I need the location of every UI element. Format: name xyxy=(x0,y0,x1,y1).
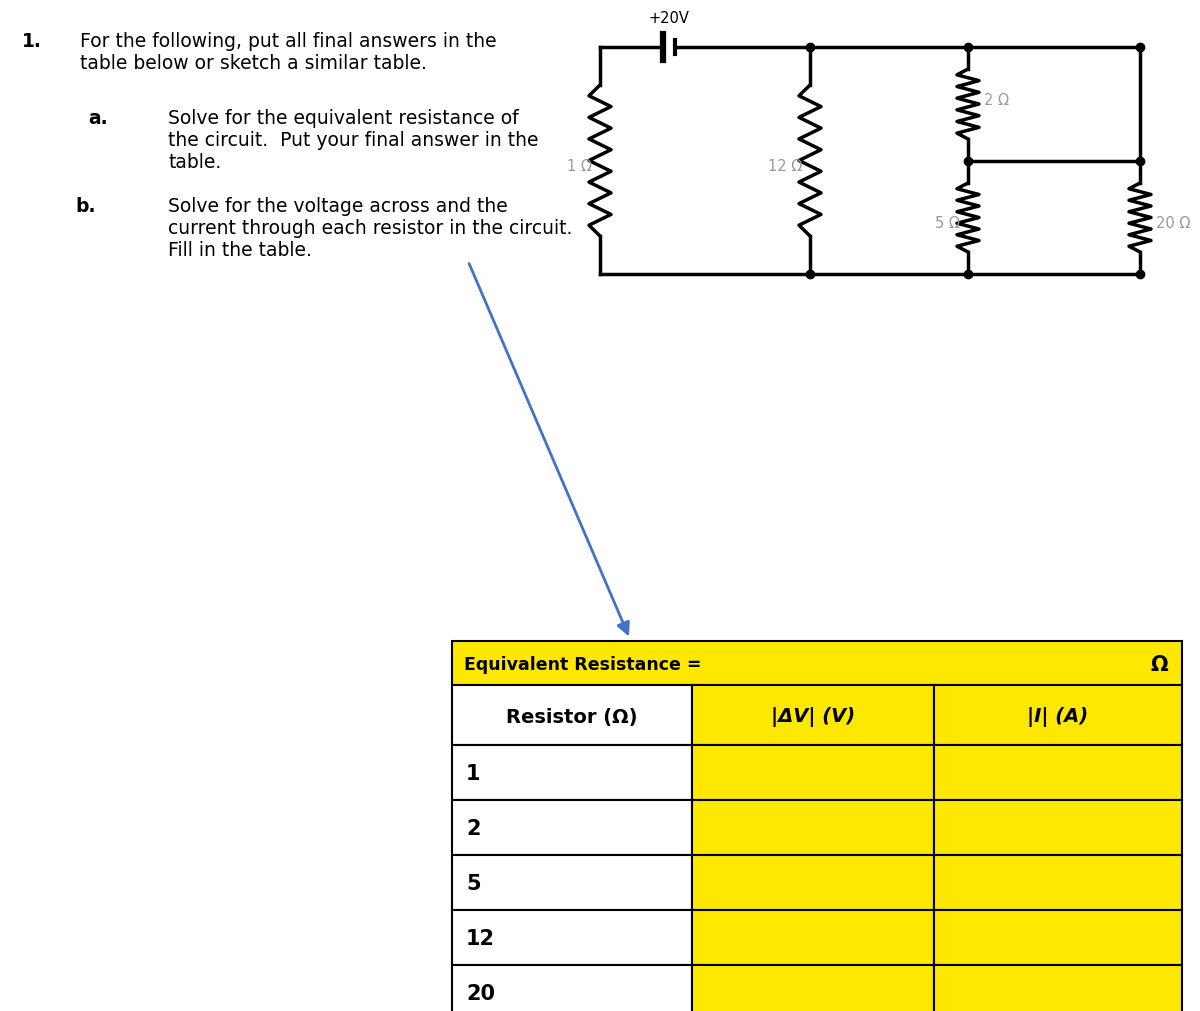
Text: Fill in the table.: Fill in the table. xyxy=(168,241,312,260)
Bar xyxy=(452,966,692,1011)
Text: Solve for the equivalent resistance of: Solve for the equivalent resistance of xyxy=(168,109,518,127)
Text: the circuit.  Put your final answer in the: the circuit. Put your final answer in th… xyxy=(168,130,539,150)
Bar xyxy=(692,910,934,966)
Text: 1.: 1. xyxy=(22,32,42,51)
Bar xyxy=(692,745,934,801)
Bar xyxy=(692,685,934,745)
Bar xyxy=(692,801,934,855)
Text: Solve for the voltage across and the: Solve for the voltage across and the xyxy=(168,197,508,215)
Text: 20 Ω: 20 Ω xyxy=(1156,215,1190,231)
Text: 20: 20 xyxy=(466,984,496,1004)
Text: 1: 1 xyxy=(466,763,480,784)
Text: Ω: Ω xyxy=(1151,654,1168,674)
Text: 1 Ω: 1 Ω xyxy=(568,159,592,174)
Bar xyxy=(452,685,692,745)
Text: 2: 2 xyxy=(466,819,480,839)
Text: a.: a. xyxy=(88,109,108,127)
Bar xyxy=(934,910,1182,966)
Bar xyxy=(452,910,692,966)
Bar xyxy=(934,855,1182,910)
Bar xyxy=(452,745,692,801)
Text: |I| (A): |I| (A) xyxy=(1027,707,1088,726)
Text: table below or sketch a similar table.: table below or sketch a similar table. xyxy=(80,54,427,73)
Text: b.: b. xyxy=(76,197,96,215)
Bar xyxy=(934,745,1182,801)
Text: 12: 12 xyxy=(466,928,496,948)
Text: 12 Ω: 12 Ω xyxy=(768,159,802,174)
Bar xyxy=(452,641,1182,685)
Text: current through each resistor in the circuit.: current through each resistor in the cir… xyxy=(168,218,572,238)
Text: 2 Ω: 2 Ω xyxy=(984,92,1009,107)
Text: +20V: +20V xyxy=(648,11,690,26)
Bar xyxy=(452,801,692,855)
Bar xyxy=(934,685,1182,745)
Bar xyxy=(692,966,934,1011)
Text: 5: 5 xyxy=(466,874,481,894)
Bar xyxy=(934,801,1182,855)
Text: |ΔV| (V): |ΔV| (V) xyxy=(770,707,856,726)
Bar xyxy=(452,855,692,910)
Text: Resistor (Ω): Resistor (Ω) xyxy=(506,707,637,726)
Text: Equivalent Resistance =: Equivalent Resistance = xyxy=(464,655,702,673)
Text: For the following, put all final answers in the: For the following, put all final answers… xyxy=(80,32,497,51)
Text: table.: table. xyxy=(168,153,221,172)
Bar xyxy=(934,966,1182,1011)
Text: 5 Ω: 5 Ω xyxy=(935,215,960,231)
Bar xyxy=(692,855,934,910)
